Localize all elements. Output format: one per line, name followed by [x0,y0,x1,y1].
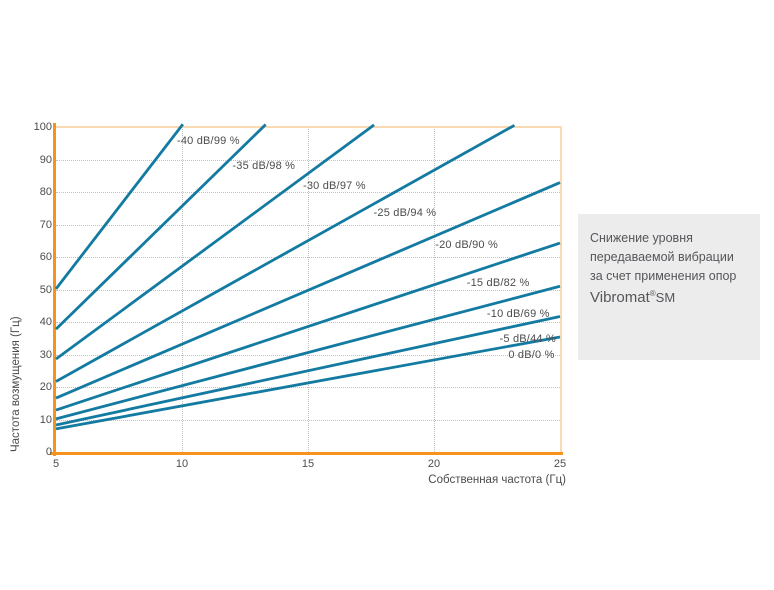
series-line [55,124,516,383]
series-label: -5 dB/44 % [499,332,556,345]
series-line [55,335,561,431]
series-line [54,123,184,290]
series-label: -40 dB/99 % [176,134,240,147]
info-box-line: за счет применения опор [590,269,737,283]
h-gridline [56,419,560,421]
y-tick-label: 80 [39,186,52,198]
brand-name: Vibromat®SM [590,287,750,309]
x-tick-label: 5 [52,458,60,470]
series-line [55,284,561,421]
plot-border-right [560,127,562,452]
brand-text: Vibromat [590,289,650,306]
plot-border-top [56,126,562,128]
y-tick-label: 10 [39,413,52,426]
series-line [55,315,561,427]
y-axis-title: Частота возмущения (Гц) [10,316,22,452]
y-tick-label: 90 [39,153,52,166]
series-line [55,241,561,412]
h-gridline [56,354,560,356]
series-label: -25 dB/94 % [373,207,437,220]
info-box-line: передаваемой вибрации [590,250,734,264]
x-axis-title: Собственная частота (Гц) [428,474,566,486]
registered-trademark-icon: ® [649,289,656,298]
series-line [55,123,267,331]
h-gridline [56,387,560,388]
h-gridline [56,257,560,258]
series-label: -30 dB/97 % [302,180,366,193]
info-box: Снижение уровня передаваемой вибрации за… [578,214,760,360]
brand-suffix: SM [655,290,676,305]
h-gridline [56,159,560,161]
series-label: -20 dB/90 % [435,238,498,251]
y-axis-line [53,123,56,456]
y-tick-label: 50 [39,283,52,296]
y-tick-label: 40 [39,316,52,328]
h-gridline [56,224,560,226]
series-line [55,123,375,361]
y-tick-label: 0 [45,446,52,458]
x-tick-label: 15 [301,458,315,470]
y-tick-label: 100 [33,121,52,133]
h-gridline [56,322,560,323]
series-label: -10 dB/69 % [486,308,550,321]
series-line [55,181,561,400]
series-label: -35 dB/98 % [232,160,296,172]
x-axis-line [50,452,563,455]
info-box-line: Снижение уровня [590,231,693,245]
series-label: 0 dB/0 % [508,349,555,362]
series-lines [54,123,561,431]
y-tick-label: 70 [39,218,52,231]
x-tick-label: 20 [427,458,441,470]
h-gridline [56,192,560,193]
series-label: -15 dB/82 % [466,276,530,289]
y-tick-label: 60 [39,251,52,263]
x-tick-label: 25 [553,458,567,470]
y-tick-label: 20 [39,381,52,393]
plot-area: -40 dB/99 % -35 dB/98 % -30 dB/97 % -25 dB/… [50,123,563,456]
x-tick-label: 10 [175,458,189,470]
y-tick-label: 30 [39,348,52,361]
